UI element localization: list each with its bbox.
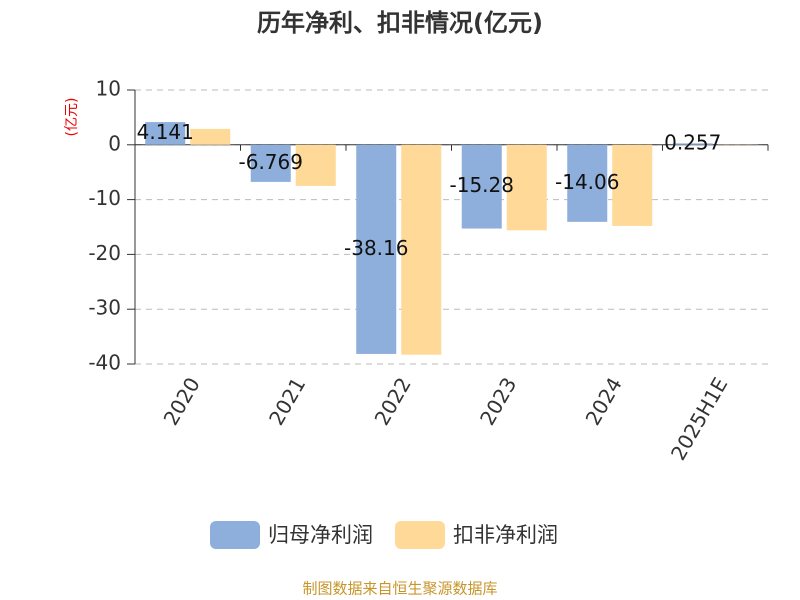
y-axis-label: (亿元) bbox=[64, 98, 80, 137]
data-label: -6.769 bbox=[239, 150, 303, 174]
bar bbox=[461, 144, 502, 229]
y-tick-label: -40 bbox=[88, 351, 121, 375]
y-tick-label: -20 bbox=[88, 241, 121, 265]
legend-swatch bbox=[395, 521, 445, 549]
bar bbox=[190, 128, 231, 145]
bar bbox=[295, 144, 336, 186]
bar bbox=[672, 143, 713, 145]
bar bbox=[567, 144, 608, 222]
bar bbox=[145, 122, 186, 145]
x-tick-label: 2021 bbox=[264, 373, 310, 429]
bar bbox=[401, 144, 442, 355]
data-label: -38.16 bbox=[344, 236, 408, 260]
bar bbox=[612, 144, 653, 226]
data-label: -14.06 bbox=[555, 170, 619, 194]
chart-title: 历年净利、扣非情况(亿元) bbox=[257, 9, 543, 37]
legend-label: 扣非净利润 bbox=[453, 523, 558, 547]
data-label: -15.28 bbox=[450, 173, 514, 197]
legend-swatch bbox=[210, 521, 260, 549]
bar bbox=[356, 144, 397, 354]
y-tick-label: -10 bbox=[88, 186, 121, 210]
data-label: 4.141 bbox=[137, 120, 194, 144]
bar bbox=[506, 144, 547, 231]
source-note: 制图数据来自恒生聚源数据库 bbox=[302, 580, 497, 598]
x-tick-label: 2025H1E bbox=[666, 373, 732, 464]
x-tick-label: 2024 bbox=[581, 373, 627, 429]
y-tick-label: 0 bbox=[108, 131, 121, 155]
bar bbox=[250, 144, 291, 182]
x-tick-label: 2022 bbox=[370, 373, 416, 429]
legend-label: 归母净利润 bbox=[268, 523, 373, 547]
data-label: 0.257 bbox=[664, 131, 721, 155]
x-tick-label: 2023 bbox=[475, 373, 521, 429]
y-tick-label: 10 bbox=[96, 77, 121, 101]
y-tick-label: -30 bbox=[88, 296, 121, 320]
x-tick-label: 2020 bbox=[159, 373, 205, 429]
